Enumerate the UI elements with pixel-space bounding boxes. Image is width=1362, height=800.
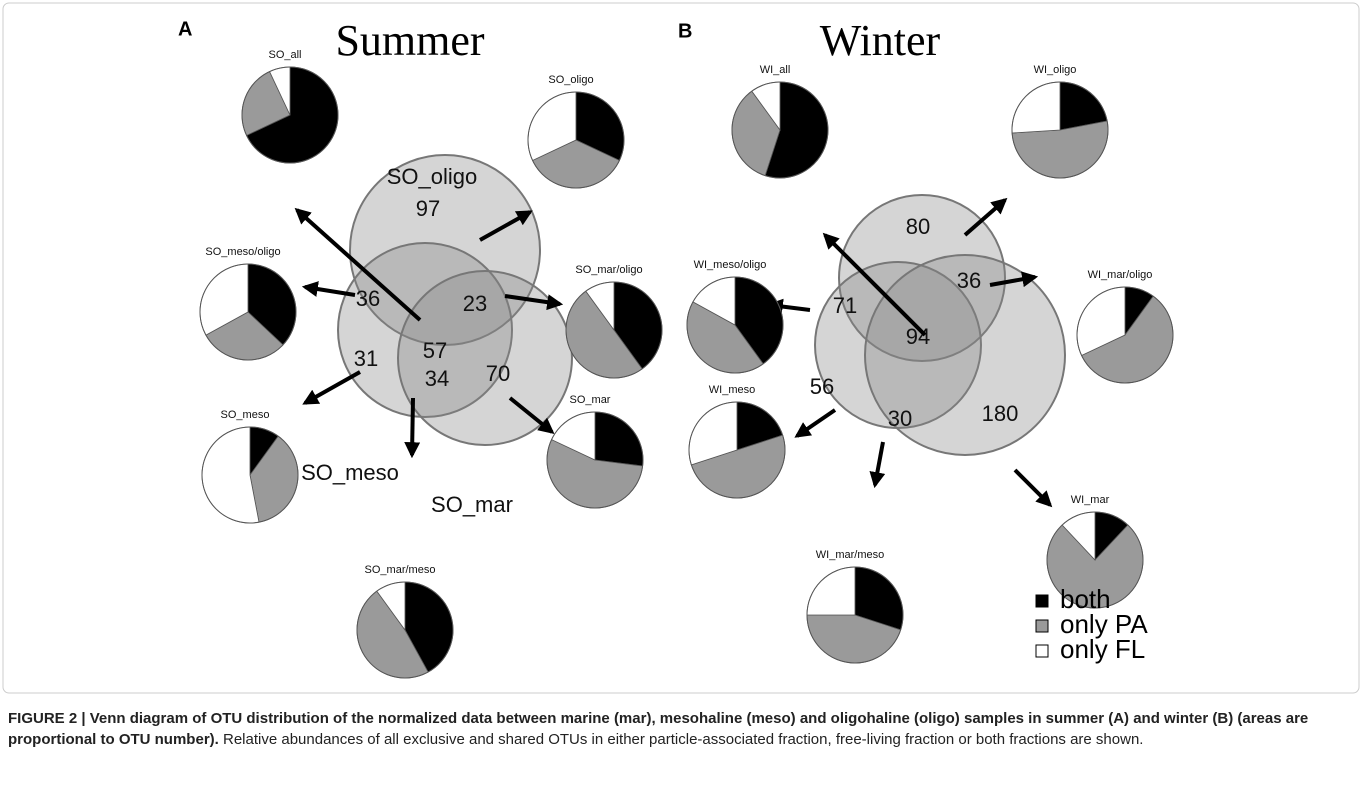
legend-swatch <box>1035 594 1049 608</box>
panel-label: A <box>178 18 192 40</box>
arrow <box>301 281 356 297</box>
arrow <box>404 397 421 459</box>
arrow <box>1013 468 1053 508</box>
pie-slice <box>594 411 644 467</box>
region-count: 34 <box>425 366 449 391</box>
panel-title: Summer <box>335 16 484 65</box>
pie-slice <box>1011 81 1061 134</box>
caption-bold: FIGURE 2 | Venn diagram of OTU distribut… <box>8 710 1309 748</box>
region-count: 36 <box>356 286 380 311</box>
venn-circle <box>864 254 1066 456</box>
pie-outline <box>201 426 299 524</box>
pie-label: WI_mar <box>1071 494 1110 506</box>
pie-outline <box>1011 81 1109 179</box>
legend-label: only PA <box>1060 609 1148 639</box>
arrow <box>294 207 422 322</box>
pie-label: WI_meso/oligo <box>694 259 767 271</box>
pie-outline <box>688 401 786 499</box>
pie-outline <box>356 581 454 679</box>
arrow <box>869 441 886 489</box>
region-count: 70 <box>486 361 510 386</box>
pie-label: WI_mar/meso <box>816 549 884 561</box>
region-count: 23 <box>463 291 487 316</box>
arrow <box>963 197 1008 237</box>
pie-outline <box>546 411 644 509</box>
caption: FIGURE 2 | Venn diagram of OTU distribut… <box>8 708 1348 750</box>
pie-label: SO_mar <box>570 394 611 406</box>
pie-outline <box>731 81 829 179</box>
pie-outline <box>199 263 297 361</box>
venn-circle <box>397 270 573 446</box>
region-count: 80 <box>906 214 930 239</box>
region-count: 97 <box>416 196 440 221</box>
region-count: 57 <box>423 338 447 363</box>
panel-title: Winter <box>820 16 941 65</box>
legend-swatch <box>1035 644 1049 658</box>
region-count: 71 <box>833 293 857 318</box>
arrow <box>822 232 927 337</box>
pie-outline <box>527 91 625 189</box>
region-count: 30 <box>888 406 912 431</box>
legend-label: only FL <box>1060 634 1145 664</box>
pie-slice <box>806 566 856 616</box>
pie-label: SO_mar/meso <box>365 564 436 576</box>
arrow <box>794 408 837 438</box>
pie-label: WI_all <box>760 64 791 76</box>
pie-outline <box>686 276 784 374</box>
pie-label: WI_meso <box>709 384 755 396</box>
set-label: SO_mar <box>431 492 513 517</box>
arrow <box>479 210 533 242</box>
pie-label: SO_oligo <box>548 74 593 86</box>
pie-outline <box>565 281 663 379</box>
region-count: 56 <box>810 374 834 399</box>
region-count: 180 <box>982 401 1019 426</box>
arrow <box>504 294 564 311</box>
arrow <box>302 370 361 405</box>
set-label: SO_oligo <box>387 164 478 189</box>
pie-label: WI_oligo <box>1034 64 1077 76</box>
set-label: SO_meso <box>301 460 399 485</box>
pie-label: SO_meso <box>221 409 270 421</box>
figure-frame <box>2 2 1360 694</box>
region-count: 31 <box>354 346 378 371</box>
pie-outline <box>1076 286 1174 384</box>
figure: A Summer SO_oligo SO_meso SO_mar 97 36 57 23 31 34… <box>2 2 1360 694</box>
pie-outline <box>241 66 339 164</box>
pie-label: SO_all <box>268 49 301 61</box>
pie-outline <box>806 566 904 664</box>
legend-swatch <box>1035 619 1049 633</box>
pie-label: WI_mar/oligo <box>1088 269 1153 281</box>
arrow <box>508 396 555 435</box>
panel-label: B <box>678 20 692 42</box>
caption-text: Relative abundances of all exclusive and… <box>218 731 1144 748</box>
region-count: 36 <box>957 268 981 293</box>
legend-label: both <box>1060 584 1111 614</box>
arrow <box>989 271 1039 288</box>
venn-circle <box>838 194 1006 362</box>
pie-label: SO_mar/oligo <box>575 264 642 276</box>
pie-outline <box>1046 511 1144 609</box>
pie-label: SO_meso/oligo <box>205 246 280 258</box>
